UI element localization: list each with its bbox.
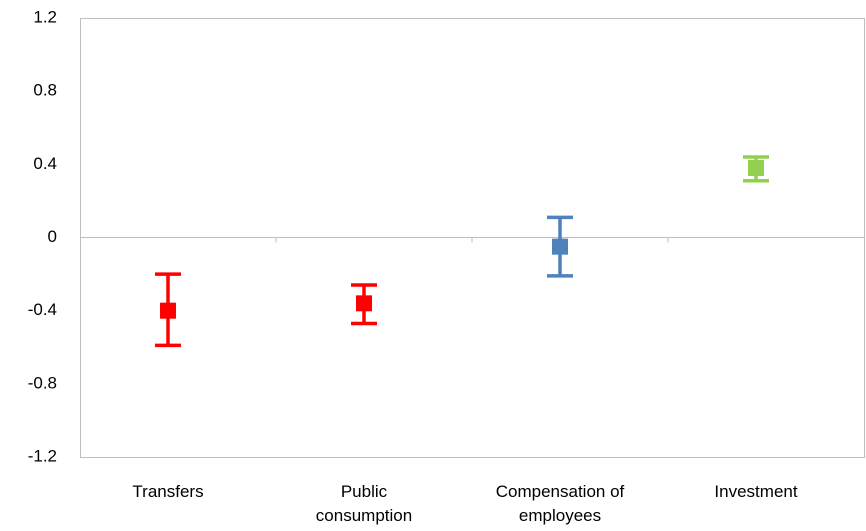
point — [552, 238, 568, 255]
x-tick-label: Investment — [714, 482, 798, 501]
y-tick-label: 0 — [48, 227, 57, 246]
point — [160, 302, 176, 319]
point — [748, 159, 764, 176]
y-tick-label: -0.8 — [28, 373, 57, 392]
y-tick-label: 1.2 — [33, 7, 57, 26]
y-tick-label: -0.4 — [28, 300, 57, 319]
y-tick-label: 0.4 — [33, 154, 57, 173]
x-tick-label: Compensation of employees — [495, 482, 625, 525]
x-tick-label: Public consumption — [315, 482, 413, 525]
y-tick-label: 0.8 — [33, 81, 57, 100]
point — [356, 295, 372, 312]
x-tick-label: Transfers — [132, 482, 204, 501]
y-tick-label: -1.2 — [28, 446, 57, 465]
